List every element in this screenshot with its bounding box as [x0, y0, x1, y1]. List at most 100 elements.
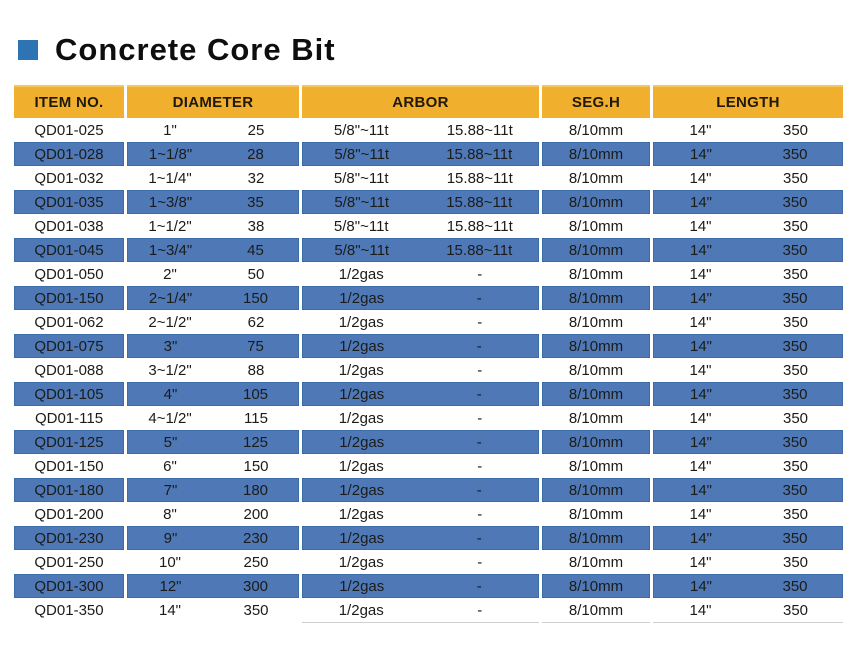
header-cell-item-no: ITEM NO. — [14, 85, 124, 118]
cell-diameter: 4" 105 — [127, 382, 299, 406]
length-inch-value: 14" — [689, 577, 712, 595]
cell-arbor: 1/2gas - — [302, 262, 539, 286]
cell-item-no: QD01-300 — [14, 574, 124, 598]
length-inch-value: 14" — [689, 457, 712, 475]
cell-arbor: 1/2gas - — [302, 406, 539, 430]
cell-item-no: QD01-032 — [34, 169, 104, 187]
cell-length: 14" 350 — [653, 478, 843, 502]
cell-seg-h: 8/10mm — [568, 313, 624, 331]
cell-diameter: 14" 350 — [127, 598, 299, 622]
arbor-thread-value: 1/2gas — [338, 409, 384, 427]
cell-arbor: 5/8"~11t 15.88~11t — [302, 238, 539, 262]
length-inch-value: 14" — [689, 553, 712, 571]
length-mm-value: 350 — [782, 553, 809, 571]
diameter-inch-value: 2~1/4" — [148, 289, 193, 307]
diameter-inch-value: 1~3/4" — [148, 241, 193, 259]
diameter-inch-value: 1" — [163, 121, 177, 139]
cell-seg-h: 8/10mm — [568, 505, 624, 523]
table-body: QD01-025 1" 25 5/8"~11t 15.88~11t 8/10mm… — [14, 118, 843, 622]
arbor-mm-value: - — [477, 409, 483, 427]
cell-length: 14" 350 — [653, 334, 843, 358]
arbor-mm-value: - — [476, 385, 482, 403]
cell-item-no: QD01-045 — [14, 238, 124, 262]
arbor-thread-value: 5/8"~11t — [334, 193, 390, 211]
cell-seg-h: 8/10mm — [542, 142, 650, 166]
length-inch-value: 14" — [689, 409, 712, 427]
arbor-mm-value: 15.88~11t — [446, 169, 513, 187]
diameter-inch-value: 9" — [163, 529, 178, 547]
diameter-mm-value: 150 — [243, 457, 269, 475]
cell-length: 14" 350 — [653, 502, 843, 526]
cell-diameter: 12" 300 — [127, 574, 299, 598]
cell-item-no: QD01-230 — [14, 526, 124, 550]
arbor-thread-value: 5/8"~11t — [334, 241, 390, 259]
diameter-inch-value: 7" — [163, 481, 178, 499]
cell-length: 14" 350 — [653, 238, 843, 262]
product-table: ITEM NO. DIAMETER ARBOR SEG.H LENGTH QD0… — [14, 85, 843, 622]
length-inch-value: 14" — [689, 193, 712, 211]
cell-arbor: 1/2gas - — [302, 574, 539, 598]
blue-square-bullet-icon — [18, 40, 38, 60]
length-inch-value: 14" — [689, 529, 712, 547]
cell-seg-h: 8/10mm — [542, 526, 650, 550]
table-row: QD01-088 3~1/2" 88 1/2gas - 8/10mm 14" 3… — [14, 358, 843, 382]
diameter-mm-value: 230 — [242, 529, 269, 547]
cell-seg-h: 8/10mm — [568, 553, 624, 571]
cell-diameter: 1~1/2" 38 — [127, 214, 299, 238]
diameter-inch-value: 1~1/2" — [148, 217, 192, 235]
length-inch-value: 14" — [689, 169, 712, 187]
cell-seg-h: 8/10mm — [568, 409, 624, 427]
diameter-inch-value: 4~1/2" — [148, 409, 192, 427]
cell-length: 14" 350 — [653, 550, 843, 574]
cell-arbor: 5/8"~11t 15.88~11t — [302, 118, 539, 142]
table-row: QD01-350 14" 350 1/2gas - 8/10mm 14" 350 — [14, 598, 843, 622]
cell-length: 14" 350 — [653, 430, 843, 454]
table-row: QD01-075 3" 75 1/2gas - 8/10mm 14" 350 — [14, 334, 843, 358]
cell-length: 14" 350 — [653, 598, 843, 622]
cell-seg-h: 8/10mm — [568, 169, 624, 187]
cell-seg-h: 8/10mm — [542, 238, 650, 262]
cell-arbor: 1/2gas - — [302, 454, 539, 478]
length-inch-value: 14" — [689, 505, 712, 523]
cell-seg-h: 8/10mm — [542, 190, 650, 214]
cell-diameter: 9" 230 — [127, 526, 299, 550]
cell-diameter: 3~1/2" 88 — [127, 358, 299, 382]
cell-length: 14" 350 — [653, 526, 843, 550]
arbor-mm-value: - — [477, 265, 483, 283]
header-cell-diameter: DIAMETER — [127, 85, 299, 118]
length-mm-value: 350 — [782, 241, 808, 259]
cell-seg-h: 8/10mm — [568, 217, 624, 235]
cell-diameter: 1~1/8" 28 — [127, 142, 299, 166]
cell-seg-h: 8/10mm — [568, 121, 624, 139]
diameter-inch-value: 2~1/2" — [148, 313, 192, 331]
cell-diameter: 10" 250 — [127, 550, 299, 574]
length-inch-value: 14" — [689, 217, 712, 235]
diameter-mm-value: 50 — [247, 265, 265, 283]
cell-diameter: 1~3/8" 35 — [127, 190, 299, 214]
cell-length: 14" 350 — [653, 310, 843, 334]
table-row: QD01-035 1~3/8" 35 5/8"~11t 15.88~11t 8/… — [14, 190, 843, 214]
diameter-inch-value: 1~3/8" — [148, 193, 193, 211]
table-row: QD01-200 8" 200 1/2gas - 8/10mm 14" 350 — [14, 502, 843, 526]
table-row: QD01-150 6" 150 1/2gas - 8/10mm 14" 350 — [14, 454, 843, 478]
length-mm-value: 350 — [782, 361, 809, 379]
arbor-thread-value: 5/8"~11t — [334, 145, 390, 163]
diameter-mm-value: 150 — [242, 289, 269, 307]
cell-seg-h: 8/10mm — [542, 430, 650, 454]
cell-seg-h: 8/10mm — [568, 457, 624, 475]
cell-arbor: 5/8"~11t 15.88~11t — [302, 214, 539, 238]
diameter-inch-value: 12" — [159, 577, 182, 595]
cell-diameter: 2~1/2" 62 — [127, 310, 299, 334]
cell-arbor: 5/8"~11t 15.88~11t — [302, 190, 539, 214]
cell-length: 14" 350 — [653, 166, 843, 190]
cell-arbor: 1/2gas - — [302, 550, 539, 574]
arbor-thread-value: 1/2gas — [339, 433, 385, 451]
diameter-mm-value: 300 — [242, 577, 269, 595]
length-inch-value: 14" — [689, 265, 712, 283]
table-row: QD01-025 1" 25 5/8"~11t 15.88~11t 8/10mm… — [14, 118, 843, 142]
arbor-thread-value: 1/2gas — [338, 601, 384, 619]
table-row: QD01-180 7" 180 1/2gas - 8/10mm 14" 350 — [14, 478, 843, 502]
cell-arbor: 1/2gas - — [302, 430, 539, 454]
arbor-mm-value: - — [477, 313, 483, 331]
arbor-mm-value: - — [476, 529, 482, 547]
